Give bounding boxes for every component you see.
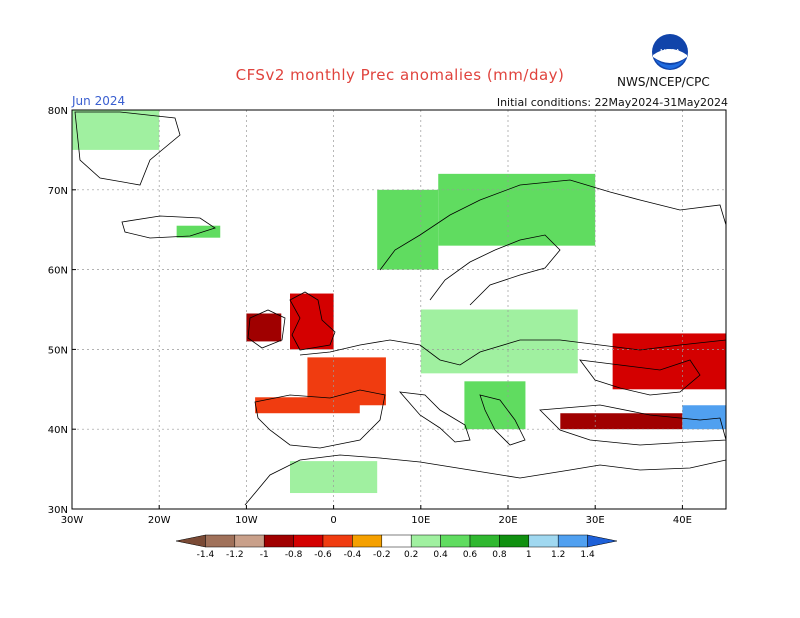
anomaly-cell xyxy=(246,313,282,342)
anomaly-cell xyxy=(255,397,360,414)
anomaly-cell xyxy=(176,225,221,238)
lon-tick-label: 30E xyxy=(586,515,605,526)
colorbar-swatch xyxy=(175,534,206,548)
colorbar-label: -1.4 xyxy=(197,550,215,560)
lon-tick-label: 20W xyxy=(148,515,171,526)
anomaly-cell xyxy=(290,293,334,350)
colorbar-swatch xyxy=(440,534,471,548)
lat-tick-label: 30N xyxy=(48,505,68,516)
colorbar-label: -0.2 xyxy=(373,550,391,560)
chart-title: CFSv2 monthly Prec anomalies (mm/day) xyxy=(235,66,565,84)
colorbar-label: -0.6 xyxy=(314,550,332,560)
colorbar-label: 1.2 xyxy=(551,550,565,560)
anomaly-cell xyxy=(682,405,726,430)
lon-tick-label: 0 xyxy=(330,515,336,526)
colorbar-label: -0.4 xyxy=(344,550,362,560)
lat-lon-grid xyxy=(71,109,726,510)
lat-tick-label: 40N xyxy=(48,425,68,436)
map-frame xyxy=(71,109,727,510)
lat-tick-label: 80N xyxy=(48,106,68,117)
colorbar-swatch xyxy=(293,534,324,548)
anomaly-cell xyxy=(420,309,578,374)
colorbar-swatch xyxy=(410,534,441,548)
lon-tick-label: 30W xyxy=(61,515,84,526)
colorbar-swatch xyxy=(528,534,559,548)
anomaly-cell xyxy=(377,189,439,270)
colorbar-swatch xyxy=(381,534,412,548)
lon-tick-label: 10E xyxy=(411,515,430,526)
org-label: NWS/NCEP/CPC xyxy=(617,75,710,89)
colorbar-label: 0.4 xyxy=(433,550,448,560)
colorbar-label: -1 xyxy=(260,550,269,560)
anomaly-cells xyxy=(72,110,726,494)
colorbar-swatch xyxy=(263,534,294,548)
colorbar-swatch xyxy=(322,534,353,548)
lat-tick-label: 70N xyxy=(48,186,68,197)
anomaly-cell xyxy=(612,333,726,390)
initial-conditions: Initial conditions: 22May2024-31May2024 xyxy=(496,96,728,109)
noaa-logo: NOAA xyxy=(651,33,689,71)
coastlines xyxy=(74,111,727,506)
colorbar-label: -0.8 xyxy=(285,550,303,560)
lat-tick-label: 60N xyxy=(48,266,68,277)
anomaly-cell xyxy=(560,413,683,430)
colorbar-label: 1 xyxy=(526,550,532,560)
logo-text: NOAA xyxy=(660,49,680,56)
colorbar-swatch xyxy=(587,534,618,548)
lon-tick-label: 20E xyxy=(498,515,517,526)
lon-tick-label: 40E xyxy=(673,515,692,526)
colorbar-label: 0.6 xyxy=(463,550,478,560)
colorbar-swatch xyxy=(499,534,530,548)
colorbar: -1.4 -1.2 -1 -0.8 -0.6 -0.4 -0.2 0.2 0.4 0.6 0.8 1 1… xyxy=(175,534,618,560)
anomaly-cell xyxy=(438,173,596,246)
forecast-month: Jun 2024 xyxy=(72,94,126,108)
colorbar-swatch xyxy=(205,534,236,548)
colorbar-swatch xyxy=(469,534,500,548)
colorbar-swatch xyxy=(352,534,383,548)
colorbar-label: 0.2 xyxy=(404,550,418,560)
colorbar-swatch xyxy=(557,534,588,548)
lat-tick-label: 50N xyxy=(48,345,68,356)
colorbar-swatch xyxy=(234,534,265,548)
colorbar-label: 0.8 xyxy=(492,550,507,560)
colorbar-label: 1.4 xyxy=(580,550,595,560)
anomaly-cell xyxy=(72,110,160,150)
colorbar-label: -1.2 xyxy=(226,550,244,560)
lon-tick-label: 10W xyxy=(235,515,258,526)
